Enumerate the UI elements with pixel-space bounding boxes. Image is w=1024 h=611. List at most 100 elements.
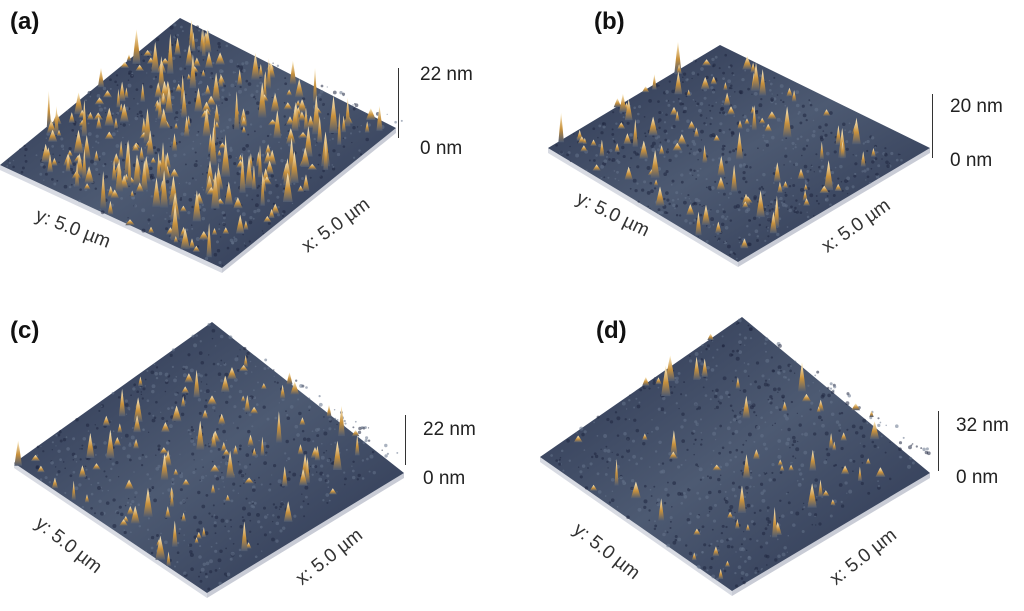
surface-texture-dot xyxy=(731,432,735,436)
surface-peak xyxy=(131,144,140,152)
surface-peak xyxy=(211,228,218,235)
surface-texture-dot xyxy=(314,465,318,469)
surface-texture-dot xyxy=(351,465,353,467)
surface-texture-dot xyxy=(767,204,769,207)
surface-texture-dot xyxy=(225,400,229,404)
surface-texture-dot xyxy=(746,491,749,494)
surface-texture-dot xyxy=(829,382,833,386)
surface-texture-dot xyxy=(134,496,136,498)
surface-texture-dot xyxy=(701,205,703,208)
surface-texture-dot xyxy=(743,153,747,157)
surface-peak xyxy=(133,397,143,422)
surface-texture-dot xyxy=(58,430,62,434)
surface-texture-dot xyxy=(81,444,84,447)
surface-texture-dot xyxy=(826,452,831,457)
surface-texture-dot xyxy=(877,446,880,449)
surface-texture-dot xyxy=(734,584,739,588)
surface-texture-dot xyxy=(789,125,794,130)
surface-texture-dot xyxy=(715,439,717,441)
surface-texture-dot xyxy=(166,212,168,214)
surface-peak xyxy=(270,93,280,113)
surface-texture-dot xyxy=(784,147,787,150)
surface-texture-dot xyxy=(623,431,627,436)
surface-texture-dot xyxy=(864,141,867,144)
surface-texture-dot xyxy=(155,118,157,120)
surface-texture-dot xyxy=(111,112,115,115)
surface-texture-dot xyxy=(122,123,126,127)
surface-peak xyxy=(304,126,313,157)
surface-texture-dot xyxy=(272,520,274,523)
surface-wall xyxy=(540,457,732,596)
surface-peak xyxy=(130,505,140,524)
surface-texture-dot xyxy=(726,182,728,185)
surface-texture-dot xyxy=(719,539,724,544)
surface-texture-dot xyxy=(681,129,684,133)
surface-texture-dot xyxy=(819,135,824,139)
surface-texture-dot xyxy=(184,163,187,166)
surface-peak xyxy=(677,134,687,145)
surface-texture-dot xyxy=(696,173,700,177)
surface-texture-dot xyxy=(171,481,174,484)
surface-texture-dot xyxy=(239,444,242,448)
surface-texture-dot xyxy=(696,102,700,106)
surface-texture-dot xyxy=(768,378,771,381)
surface-texture-dot xyxy=(672,100,675,103)
surface-texture-dot xyxy=(63,184,68,189)
surface-texture-dot xyxy=(798,110,801,114)
surface-peak xyxy=(302,174,310,191)
surface-texture-dot xyxy=(617,107,620,109)
surface-texture-dot xyxy=(692,142,697,146)
surface-peak xyxy=(201,527,206,537)
surface-texture-dot xyxy=(173,153,177,158)
surface-texture-dot xyxy=(276,195,280,199)
surface-texture-dot xyxy=(92,443,96,446)
surface-texture-dot xyxy=(714,55,718,59)
surface-texture-dot xyxy=(208,512,211,515)
surface-texture-dot xyxy=(188,543,193,547)
surface-texture-dot xyxy=(627,448,629,451)
surface-texture-dot xyxy=(709,188,712,191)
surface-texture-dot xyxy=(308,409,311,412)
surface-texture-dot xyxy=(253,209,257,214)
surface-texture-dot xyxy=(258,476,260,479)
surface-texture-dot xyxy=(776,94,779,96)
surface-texture-dot xyxy=(795,209,797,212)
surface-texture-dot xyxy=(656,148,661,152)
surface-texture-dot xyxy=(259,81,263,85)
surface-texture-dot xyxy=(273,375,275,377)
surface-texture-dot xyxy=(708,544,711,547)
surface-texture-dot xyxy=(663,129,668,133)
surface-texture-dot xyxy=(835,420,840,424)
surface-texture-dot xyxy=(238,548,242,552)
surface-peak xyxy=(781,401,788,412)
surface-texture-dot xyxy=(877,423,881,428)
surface-texture-dot xyxy=(638,401,641,404)
surface-texture-dot xyxy=(349,132,353,135)
surface-texture-dot xyxy=(352,460,355,464)
surface-peak xyxy=(175,83,183,92)
surface-texture-dot xyxy=(81,447,83,450)
z-scale-min-label: 0 nm xyxy=(956,467,999,488)
surface-texture-dot xyxy=(265,444,270,449)
surface-texture-dot xyxy=(210,72,214,75)
surface-texture-dot xyxy=(100,210,105,215)
surface-texture-dot xyxy=(102,164,105,168)
surface-texture-dot xyxy=(209,76,212,79)
surface-peak xyxy=(243,220,249,230)
surface-texture-dot xyxy=(606,417,610,422)
surface-texture-dot xyxy=(724,53,727,57)
surface-texture-dot xyxy=(725,525,728,529)
surface-texture-dot xyxy=(318,93,322,97)
surface-texture-dot xyxy=(729,253,731,256)
surface-texture-dot xyxy=(789,446,791,449)
surface-peak xyxy=(130,190,135,197)
surface-texture-dot xyxy=(237,461,240,463)
surface-peak xyxy=(189,54,197,89)
surface-texture-dot xyxy=(724,462,729,467)
surface-peak xyxy=(180,396,186,407)
surface-texture-dot xyxy=(671,179,675,183)
surface-texture-dot xyxy=(822,488,825,490)
surface-texture-dot xyxy=(116,130,119,133)
surface-texture-dot xyxy=(333,409,336,411)
surface-texture-dot xyxy=(146,155,149,159)
